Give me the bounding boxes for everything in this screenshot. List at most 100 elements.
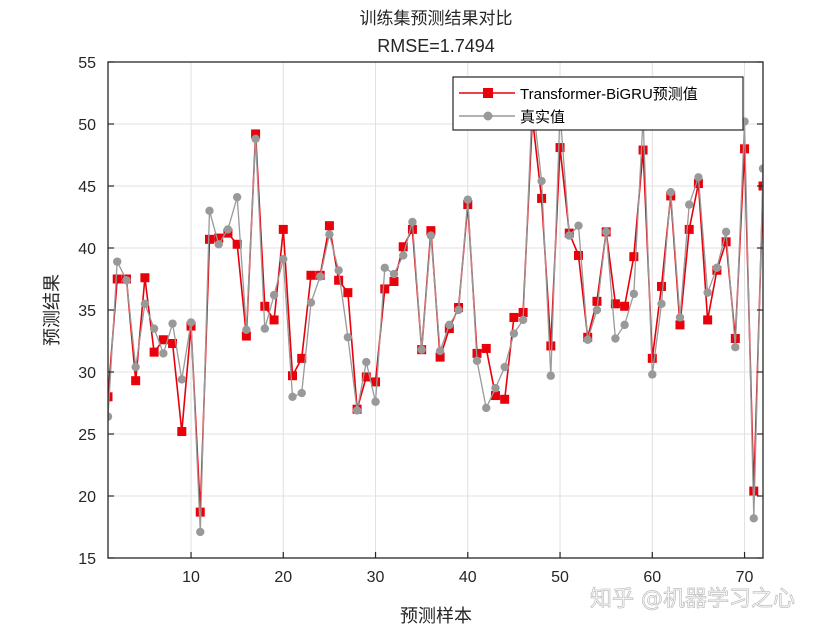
circle-marker-icon	[435, 346, 445, 356]
circle-marker-icon	[380, 263, 389, 273]
square-marker-icon	[546, 341, 556, 351]
circle-marker-icon	[140, 299, 150, 308]
x-tick-label: 20	[274, 569, 292, 586]
circle-marker-icon	[288, 392, 297, 401]
x-tick-label: 70	[736, 569, 754, 586]
circle-marker-icon	[482, 403, 491, 413]
square-marker-icon	[269, 315, 279, 325]
circle-marker-icon	[306, 298, 316, 307]
square-marker-icon	[306, 270, 316, 280]
circle-marker-icon	[371, 397, 380, 406]
square-marker-icon	[260, 301, 270, 311]
square-marker-icon	[675, 320, 685, 330]
circle-marker-icon	[500, 362, 509, 372]
square-marker-icon	[149, 347, 159, 357]
square-marker-icon	[481, 343, 491, 353]
circle-marker-icon	[417, 345, 426, 354]
square-marker-icon	[168, 338, 178, 348]
y-tick-label: 45	[78, 179, 96, 196]
square-marker-icon	[555, 143, 565, 153]
square-marker-icon	[278, 224, 288, 234]
circle-marker-icon	[186, 318, 196, 327]
circle-marker-icon	[675, 313, 685, 322]
square-marker-icon	[638, 145, 648, 155]
circle-marker-icon	[565, 231, 574, 240]
square-marker-icon	[241, 331, 251, 341]
circle-marker-icon	[509, 329, 519, 338]
y-tick-label: 25	[78, 427, 96, 444]
square-marker-icon	[721, 237, 731, 247]
circle-marker-icon	[362, 357, 371, 367]
legend-label-predicted: Transformer-BiGRU预测值	[520, 86, 698, 103]
square-marker-icon	[361, 372, 371, 382]
square-marker-icon	[629, 252, 639, 262]
legend-item-actual: 真实值	[459, 108, 565, 126]
square-marker-icon	[610, 299, 620, 309]
x-tick-label: 50	[551, 569, 569, 586]
square-marker-icon	[620, 301, 630, 311]
circle-marker-icon	[546, 371, 556, 380]
square-marker-icon	[657, 281, 667, 291]
legend: Transformer-BiGRU预测值 真实值	[452, 76, 744, 131]
chart-title: 训练集预测结果对比	[360, 9, 513, 29]
x-axis-label: 预测样本	[400, 606, 472, 627]
circle-marker-icon	[666, 188, 675, 197]
circle-marker-icon	[749, 514, 758, 523]
circle-marker-icon	[177, 375, 187, 384]
square-marker-icon	[108, 392, 113, 402]
x-tick-label: 60	[643, 569, 661, 586]
square-marker-icon	[380, 284, 390, 294]
circle-marker-icon	[518, 315, 528, 325]
circle-marker-icon	[343, 333, 353, 342]
circle-marker-icon	[463, 195, 472, 204]
circle-marker-icon	[149, 324, 159, 333]
circle-marker-icon	[731, 343, 740, 352]
circle-marker-icon	[648, 370, 657, 379]
x-tick-label: 40	[459, 569, 477, 586]
circle-marker-icon	[223, 225, 233, 234]
circle-marker-icon	[214, 240, 223, 249]
y-tick-label: 30	[78, 365, 96, 382]
circle-marker-icon	[159, 349, 168, 358]
y-axis-ticks: 15 20 25 30 35 40 45 50 55	[78, 55, 763, 568]
circle-marker-icon	[694, 173, 703, 182]
circle-marker-icon	[445, 320, 454, 330]
circle-marker-icon	[758, 164, 763, 173]
circle-marker-icon	[352, 406, 362, 415]
circle-marker-icon	[297, 388, 306, 398]
y-axis-label: 预测结果	[42, 274, 63, 346]
square-marker-icon	[435, 352, 445, 362]
square-marker-icon	[537, 193, 547, 203]
square-marker-icon	[573, 250, 583, 260]
circle-marker-icon	[279, 254, 288, 264]
circle-marker-icon	[583, 335, 592, 344]
circle-marker-icon	[721, 227, 731, 237]
square-marker-icon	[426, 226, 436, 236]
circle-marker-icon	[712, 263, 722, 273]
square-marker-icon	[483, 88, 493, 98]
circle-marker-icon	[389, 269, 399, 279]
circle-marker-icon	[408, 217, 417, 227]
circle-marker-icon	[399, 251, 408, 260]
circle-marker-icon	[113, 257, 122, 266]
circle-marker-icon	[315, 272, 325, 281]
square-marker-icon	[232, 239, 242, 249]
chart-subtitle-rmse: RMSE=1.7494	[377, 36, 495, 56]
square-marker-icon	[389, 276, 399, 286]
grid-lines	[108, 61, 763, 559]
circle-marker-icon	[196, 527, 205, 537]
square-marker-icon	[158, 335, 168, 345]
square-marker-icon	[684, 224, 694, 234]
circle-marker-icon	[574, 221, 583, 230]
square-marker-icon	[177, 427, 187, 437]
square-marker-icon	[214, 233, 224, 243]
square-marker-icon	[324, 221, 334, 231]
circle-marker-icon	[620, 320, 629, 330]
circle-marker-icon	[260, 324, 270, 333]
circle-marker-icon	[325, 230, 334, 239]
circle-marker-icon	[657, 299, 666, 308]
circle-marker-icon	[122, 276, 131, 285]
circle-marker-icon	[205, 206, 214, 215]
legend-item-predicted: Transformer-BiGRU预测值	[459, 86, 698, 103]
x-axis-ticks: 10 20 30 40 50 60 70	[182, 552, 754, 586]
